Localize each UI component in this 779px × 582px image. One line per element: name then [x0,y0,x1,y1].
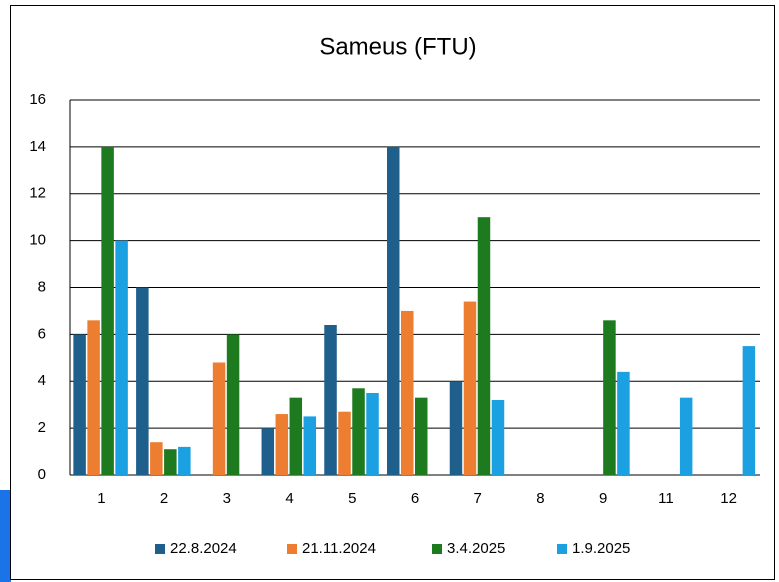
bar [366,392,379,475]
legend-swatch [155,544,165,554]
bar [449,381,463,475]
side-strip [0,490,11,582]
bar [226,334,240,475]
x-tick-label: 6 [411,490,419,507]
x-tick-label: 1 [97,490,105,507]
bar [136,287,149,475]
bar [463,301,477,475]
bar [603,320,616,475]
bar [101,146,114,475]
x-tick-label: 12 [720,490,737,507]
y-tick-label: 0 [38,466,46,483]
y-tick-label: 6 [38,325,46,342]
bar [289,397,303,475]
x-tick-label: 7 [474,490,482,507]
bar [415,397,428,475]
legend-swatch [432,544,442,554]
legend-label: 3.4.2025 [447,540,505,557]
bar [303,416,317,475]
bar [87,320,100,475]
y-tick-label: 10 [29,232,46,249]
bar [261,428,275,475]
legend-label: 22.8.2024 [170,540,237,557]
x-tick-label: 3 [223,490,231,507]
legend-label: 21.11.2024 [302,540,376,557]
x-tick-label: 9 [599,490,607,507]
bar [477,217,491,475]
x-tick-label: 2 [160,490,168,507]
bar [164,449,177,475]
bar [352,388,365,475]
bar [387,146,400,475]
bar [491,400,505,475]
bar [150,442,163,475]
x-tick-label: 4 [285,490,293,507]
bar [178,446,191,475]
y-tick-label: 16 [29,91,46,108]
y-tick-label: 8 [38,278,46,295]
bar [617,371,630,475]
bar [338,411,351,475]
bar [73,334,86,475]
y-tick-label: 12 [29,185,46,202]
bar [115,240,128,475]
x-tick-label: 8 [536,490,544,507]
bar [324,325,337,475]
x-tick-label: 11 [658,490,674,507]
bar [212,362,226,475]
bar [275,414,289,475]
bar [742,346,756,475]
y-tick-label: 2 [38,419,46,436]
y-tick-label: 14 [29,138,46,155]
bar [401,310,414,475]
x-tick-label: 5 [348,490,356,507]
legend-swatch [287,544,297,554]
legend-swatch [557,544,567,554]
chart-title: Sameus (FTU) [319,33,476,60]
bar [679,397,693,475]
legend-label: 1.9.2025 [572,540,630,557]
y-tick-label: 4 [38,372,46,389]
